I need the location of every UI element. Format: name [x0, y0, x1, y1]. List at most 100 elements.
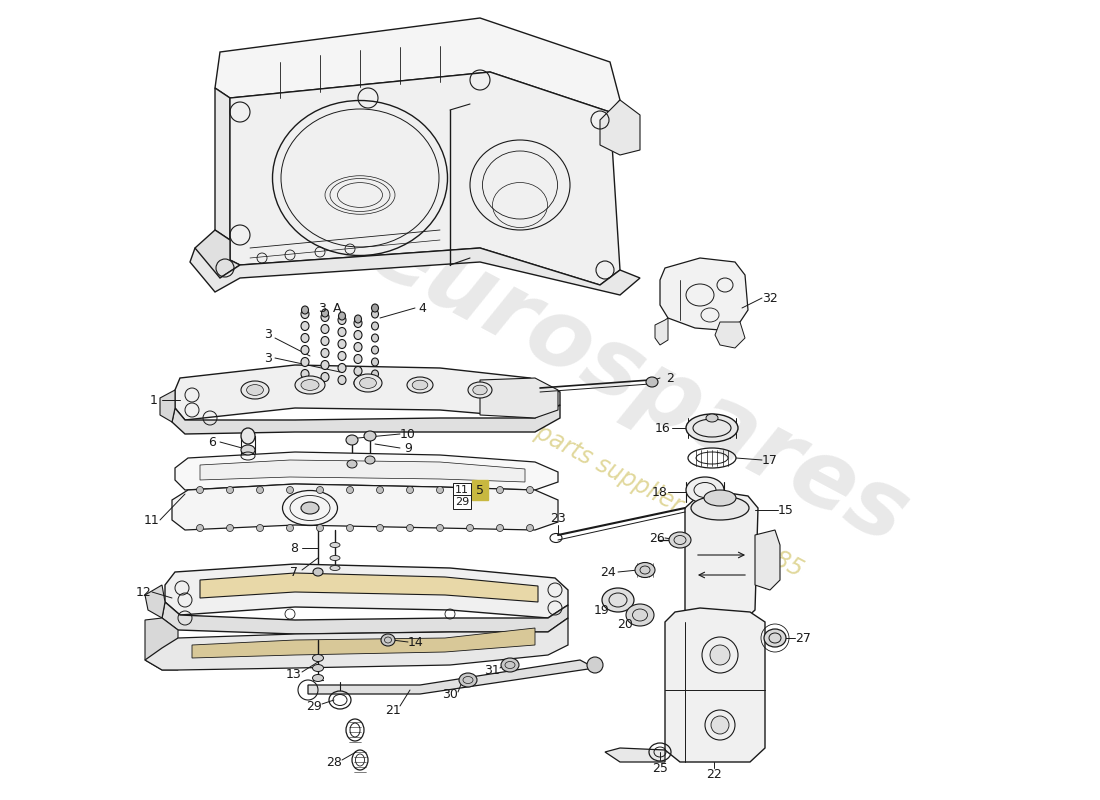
Polygon shape [480, 378, 558, 418]
Ellipse shape [301, 502, 319, 514]
Circle shape [227, 525, 233, 531]
Ellipse shape [346, 435, 358, 445]
Text: 19: 19 [594, 603, 609, 617]
Ellipse shape [301, 370, 309, 378]
Ellipse shape [372, 310, 378, 318]
Ellipse shape [691, 496, 749, 520]
Ellipse shape [635, 562, 654, 578]
Circle shape [407, 486, 414, 494]
Text: 8: 8 [290, 542, 298, 554]
Ellipse shape [473, 385, 487, 395]
Text: 29: 29 [306, 699, 322, 713]
Ellipse shape [360, 378, 376, 389]
Circle shape [437, 486, 443, 494]
Circle shape [711, 716, 729, 734]
Ellipse shape [646, 377, 658, 387]
Circle shape [317, 486, 323, 494]
Ellipse shape [365, 456, 375, 464]
Ellipse shape [321, 361, 329, 370]
Text: 3: 3 [318, 302, 326, 314]
Text: A: A [332, 302, 341, 314]
Polygon shape [172, 405, 560, 434]
Ellipse shape [241, 445, 255, 455]
Text: 23: 23 [550, 511, 565, 525]
Text: 24: 24 [601, 566, 616, 578]
Text: 32: 32 [762, 291, 778, 305]
Ellipse shape [372, 358, 378, 366]
Circle shape [496, 525, 504, 531]
Ellipse shape [330, 566, 340, 570]
Ellipse shape [407, 377, 433, 393]
Ellipse shape [354, 318, 362, 327]
Circle shape [256, 486, 264, 494]
Text: 9: 9 [404, 442, 411, 454]
Text: a parts supplier since 1985: a parts supplier since 1985 [513, 410, 807, 582]
Polygon shape [600, 100, 640, 155]
Circle shape [197, 525, 204, 531]
Circle shape [587, 657, 603, 673]
Text: 13: 13 [286, 669, 301, 682]
Text: 17: 17 [762, 454, 778, 466]
Ellipse shape [246, 385, 263, 395]
Ellipse shape [704, 490, 736, 506]
Ellipse shape [301, 310, 309, 318]
Ellipse shape [354, 315, 362, 323]
Text: 21: 21 [385, 703, 400, 717]
Ellipse shape [372, 334, 378, 342]
Circle shape [466, 486, 473, 494]
Ellipse shape [338, 351, 346, 361]
Ellipse shape [301, 380, 319, 390]
Text: 25: 25 [652, 762, 668, 774]
Ellipse shape [354, 374, 382, 392]
Ellipse shape [321, 337, 329, 346]
Ellipse shape [330, 555, 340, 561]
Polygon shape [214, 18, 620, 112]
Circle shape [227, 486, 233, 494]
Text: 31: 31 [484, 663, 499, 677]
Text: 20: 20 [617, 618, 632, 631]
Ellipse shape [312, 665, 323, 671]
Ellipse shape [301, 322, 309, 330]
Polygon shape [145, 585, 165, 618]
Ellipse shape [346, 460, 358, 468]
Circle shape [346, 486, 353, 494]
Circle shape [710, 645, 730, 665]
Circle shape [466, 525, 473, 531]
Ellipse shape [764, 629, 786, 647]
Ellipse shape [354, 378, 362, 387]
Ellipse shape [295, 376, 324, 394]
Ellipse shape [669, 532, 691, 548]
Text: 3: 3 [264, 351, 272, 365]
Circle shape [376, 525, 384, 531]
Circle shape [527, 486, 534, 494]
Ellipse shape [321, 373, 329, 382]
Polygon shape [160, 390, 175, 422]
Circle shape [286, 525, 294, 531]
Ellipse shape [338, 315, 346, 325]
Text: 10: 10 [400, 427, 416, 441]
Polygon shape [145, 618, 178, 670]
Polygon shape [308, 660, 595, 694]
Ellipse shape [372, 322, 378, 330]
Text: 27: 27 [795, 631, 811, 645]
Polygon shape [715, 322, 745, 348]
Circle shape [197, 486, 204, 494]
Circle shape [437, 525, 443, 531]
Ellipse shape [381, 634, 395, 646]
Text: 22: 22 [706, 769, 722, 782]
Polygon shape [165, 564, 568, 618]
Text: 15: 15 [778, 503, 794, 517]
Text: 7: 7 [290, 566, 298, 578]
Text: eurospares: eurospares [353, 203, 923, 565]
Ellipse shape [301, 346, 309, 354]
Ellipse shape [321, 309, 329, 317]
Ellipse shape [372, 304, 378, 312]
Circle shape [317, 525, 323, 531]
Ellipse shape [338, 327, 346, 337]
Ellipse shape [626, 604, 654, 626]
Polygon shape [172, 484, 558, 530]
Ellipse shape [321, 325, 329, 334]
Circle shape [496, 486, 504, 494]
Ellipse shape [314, 568, 323, 576]
Ellipse shape [301, 306, 308, 314]
